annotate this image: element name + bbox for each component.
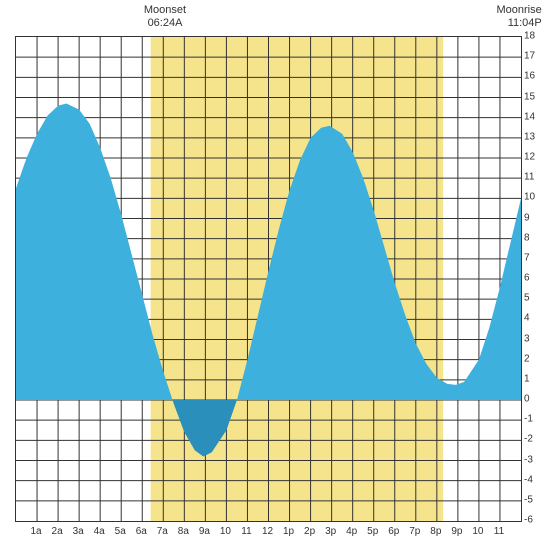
x-tick-label: 5a xyxy=(115,526,126,537)
y-tick-label: 18 xyxy=(524,31,535,42)
x-tick-label: 7p xyxy=(409,526,420,537)
moonset-time: 06:24A xyxy=(148,17,183,29)
y-tick-label: 6 xyxy=(524,273,530,284)
y-tick-label: 9 xyxy=(524,212,530,223)
y-tick-label: -1 xyxy=(524,414,533,425)
y-tick-label: -4 xyxy=(524,474,533,485)
x-tick-label: 7a xyxy=(157,526,168,537)
x-tick-label: 10 xyxy=(472,526,483,537)
x-tick-label: 2p xyxy=(304,526,315,537)
y-tick-label: 16 xyxy=(524,71,535,82)
x-tick-label: 8p xyxy=(430,526,441,537)
x-tick-label: 5p xyxy=(367,526,378,537)
y-tick-label: 5 xyxy=(524,293,530,304)
y-tick-label: 1 xyxy=(524,373,530,384)
y-tick-label: -3 xyxy=(524,454,533,465)
x-tick-label: 1a xyxy=(30,526,41,537)
y-tick-label: 14 xyxy=(524,111,535,122)
moonrise-time: 11:04P xyxy=(508,17,542,29)
y-tick-label: 7 xyxy=(524,252,530,263)
moonset-label: Moonset 06:24A xyxy=(135,4,195,30)
y-tick-label: 13 xyxy=(524,131,535,142)
x-tick-label: 6a xyxy=(136,526,147,537)
x-tick-label: 12 xyxy=(262,526,273,537)
y-tick-label: 3 xyxy=(524,333,530,344)
y-tick-label: 0 xyxy=(524,394,530,405)
x-tick-label: 8a xyxy=(178,526,189,537)
y-tick-label: 11 xyxy=(524,172,534,183)
y-tick-label: 12 xyxy=(524,152,535,163)
x-tick-label: 9a xyxy=(199,526,210,537)
y-tick-label: 17 xyxy=(524,51,535,62)
x-tick-label: 3p xyxy=(325,526,336,537)
tide-area-above xyxy=(16,104,172,400)
tide-chart: Moonset 06:24A Moonrise 11:04P -6 -5 -4 -3 -… xyxy=(0,0,550,550)
x-tick-label: 3a xyxy=(73,526,84,537)
x-tick-label: 11 xyxy=(494,526,504,537)
y-tick-label: -2 xyxy=(524,434,533,445)
y-tick-label: 10 xyxy=(524,192,535,203)
x-tick-label: 6p xyxy=(388,526,399,537)
y-tick-label: 15 xyxy=(524,91,535,102)
x-tick-label: 10 xyxy=(220,526,231,537)
x-tick-label: 1p xyxy=(283,526,294,537)
y-tick-label: -5 xyxy=(524,494,533,505)
moonset-title: Moonset xyxy=(144,4,186,16)
plot-svg xyxy=(16,37,521,521)
y-tick-label: 8 xyxy=(524,232,530,243)
y-tick-label: -6 xyxy=(524,515,533,526)
plot-area xyxy=(15,36,522,522)
moonrise-title: Moonrise xyxy=(497,4,542,16)
moonrise-label: Moonrise 11:04P xyxy=(487,4,542,30)
x-tick-label: 9p xyxy=(451,526,462,537)
y-tick-label: 4 xyxy=(524,313,530,324)
x-tick-label: 2a xyxy=(52,526,63,537)
y-tick-label: 2 xyxy=(524,353,530,364)
x-tick-label: 11 xyxy=(241,526,251,537)
x-tick-label: 4a xyxy=(94,526,105,537)
x-tick-label: 4p xyxy=(346,526,357,537)
